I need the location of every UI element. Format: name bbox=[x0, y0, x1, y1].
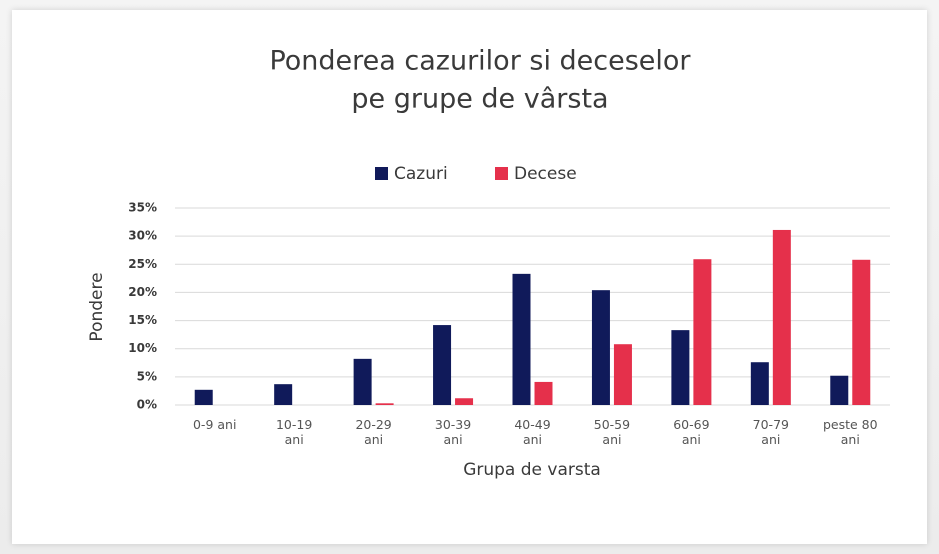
x-tick-label: 20-29 ani bbox=[355, 417, 392, 447]
x-tick-label: 50-59 ani bbox=[593, 417, 631, 447]
y-tick-label: 15% bbox=[128, 313, 157, 327]
bar bbox=[455, 398, 474, 405]
x-tick-label: 10-19 ani bbox=[275, 417, 313, 447]
legend-swatch bbox=[495, 167, 508, 180]
y-tick-label: 20% bbox=[128, 285, 157, 299]
bar bbox=[830, 375, 849, 405]
x-tick-label: 40-49 ani bbox=[514, 417, 551, 447]
y-axis-label: Pondere bbox=[87, 272, 107, 341]
bar bbox=[591, 290, 610, 405]
bar bbox=[375, 403, 394, 405]
bar bbox=[750, 362, 769, 405]
bar bbox=[671, 330, 690, 405]
bar bbox=[534, 381, 553, 405]
bar bbox=[852, 259, 871, 405]
bar bbox=[274, 384, 293, 405]
x-tick-label: 70-79 ani bbox=[752, 417, 789, 447]
x-tick-label: 0-9 ani bbox=[192, 417, 237, 432]
bar bbox=[693, 259, 712, 405]
chart-subtitle: pe grupe de vârsta bbox=[351, 84, 608, 115]
x-tick-label: 60-69 ani bbox=[673, 417, 710, 447]
x-tick-label: peste 80 ani bbox=[822, 417, 878, 447]
y-tick-label: 10% bbox=[128, 341, 157, 355]
chart-title: Ponderea cazurilor si deceselor bbox=[269, 46, 691, 77]
y-tick-label: 0% bbox=[137, 398, 157, 412]
y-tick-label: 35% bbox=[128, 201, 157, 215]
legend-label: Cazuri bbox=[394, 164, 448, 184]
y-tick-label: 5% bbox=[137, 369, 157, 383]
bar bbox=[353, 358, 372, 405]
legend-label: Decese bbox=[514, 164, 577, 184]
bar bbox=[772, 229, 791, 405]
bar bbox=[512, 273, 531, 405]
x-tick-label: 30-39 ani bbox=[434, 417, 472, 447]
y-tick-label: 30% bbox=[128, 229, 157, 243]
bar bbox=[194, 389, 213, 405]
x-axis-label: Grupa de varsta bbox=[463, 460, 601, 480]
y-tick-label: 25% bbox=[128, 257, 157, 271]
bar bbox=[433, 325, 452, 405]
legend-swatch bbox=[375, 167, 388, 180]
bar bbox=[613, 344, 632, 405]
